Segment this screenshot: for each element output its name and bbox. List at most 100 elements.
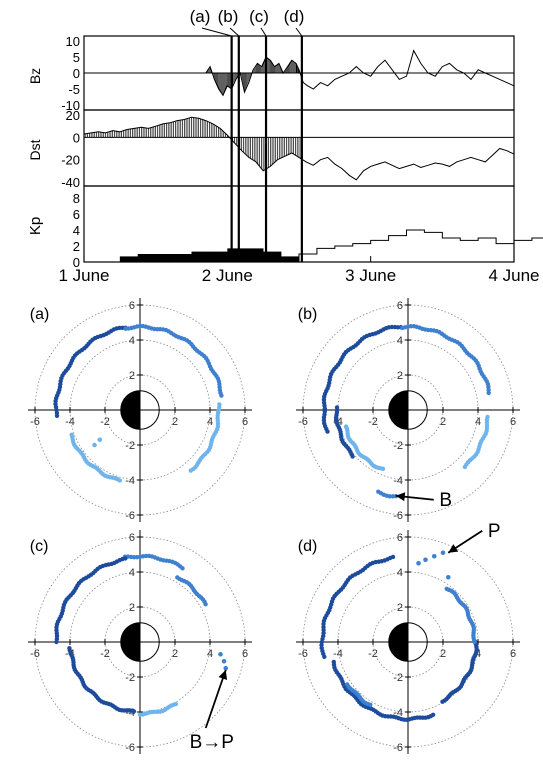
arc-point bbox=[350, 454, 355, 459]
dst-tick-label: 20 bbox=[66, 108, 80, 123]
kp-bar bbox=[227, 248, 246, 262]
y-tick-label: 4 bbox=[129, 567, 135, 579]
y-tick-label: -4 bbox=[125, 475, 135, 487]
annotation-arrow-head bbox=[395, 492, 406, 502]
dst-axis-label: Dst bbox=[27, 139, 43, 160]
bz-series bbox=[84, 49, 515, 97]
event-marker-label: (b) bbox=[218, 7, 239, 26]
y-tick-label: 4 bbox=[397, 567, 403, 579]
date-tick-label: 1 June bbox=[58, 266, 109, 285]
x-tick-label: -2 bbox=[100, 648, 110, 660]
kp-tick-label: 2 bbox=[73, 239, 80, 254]
y-tick-label: 2 bbox=[129, 602, 135, 614]
x-tick-label: 4 bbox=[475, 416, 481, 428]
plasmapause-arc bbox=[333, 405, 355, 459]
bz-tick-label: 10 bbox=[66, 34, 80, 49]
arc-point bbox=[325, 429, 330, 434]
scatter-point bbox=[223, 665, 229, 671]
scatter-point bbox=[423, 557, 428, 563]
y-tick-label: -2 bbox=[125, 440, 135, 452]
scatter-point bbox=[97, 437, 103, 443]
arc-point bbox=[485, 414, 490, 420]
scatter-point bbox=[92, 442, 97, 448]
plasmapause-arc bbox=[69, 432, 123, 483]
kp-bar bbox=[119, 256, 139, 262]
x-tick-label: -6 bbox=[298, 648, 308, 660]
kp-tick-label: 0 bbox=[73, 255, 80, 270]
plasmapause-arc bbox=[123, 323, 224, 398]
plasmapause-arc bbox=[462, 414, 490, 470]
event-marker-leader bbox=[229, 27, 240, 37]
arc-point bbox=[430, 712, 436, 717]
event-marker-label: (d) bbox=[284, 7, 305, 26]
event-marker-leader bbox=[295, 27, 303, 37]
kp-bar bbox=[245, 248, 264, 262]
scatter-point bbox=[218, 651, 223, 657]
arc-point bbox=[217, 402, 222, 407]
bz-tick-label: 0 bbox=[73, 66, 80, 81]
event-markers: (a) (b) (c) (d) bbox=[190, 7, 305, 262]
y-tick-label: -6 bbox=[393, 510, 403, 522]
arc-point bbox=[173, 701, 178, 707]
y-tick-label: -4 bbox=[393, 475, 403, 487]
scatter-point bbox=[221, 658, 227, 664]
plasmapause-arc bbox=[137, 701, 178, 717]
annotation-arrow-line bbox=[204, 669, 227, 729]
bz-tick-label: -10 bbox=[61, 98, 80, 113]
date-tick-label: 2 June bbox=[202, 266, 253, 285]
y-tick-label: -6 bbox=[125, 510, 135, 522]
x-tick-label: -2 bbox=[368, 648, 378, 660]
plasmapause-arc bbox=[175, 575, 208, 607]
arc-point bbox=[54, 639, 59, 645]
annotation-arrow-head bbox=[218, 670, 228, 680]
event-marker-label: (a) bbox=[190, 7, 211, 26]
kp-bars bbox=[119, 229, 543, 262]
arc-point bbox=[368, 702, 373, 707]
plasmapause-arc bbox=[444, 586, 477, 645]
x-tick-label: -6 bbox=[30, 416, 40, 428]
kp-tick-label: 8 bbox=[73, 191, 80, 206]
y-tick-label: 4 bbox=[397, 335, 403, 347]
y-tick-label: 2 bbox=[397, 602, 403, 614]
y-tick-label: -2 bbox=[125, 672, 135, 684]
date-tick-label: 3 June bbox=[345, 266, 396, 285]
kp-bar bbox=[281, 256, 300, 262]
y-tick-label: -4 bbox=[393, 707, 403, 719]
x-tick-label: 6 bbox=[510, 416, 516, 428]
plasmapause-arc bbox=[343, 424, 386, 471]
arc-point bbox=[123, 326, 128, 331]
arc-point bbox=[380, 466, 386, 471]
x-tick-label: 2 bbox=[440, 648, 446, 660]
arc-point bbox=[117, 478, 123, 483]
scatter-point bbox=[440, 550, 446, 556]
polar-map: -6 -4 -2 2 4 6 6 4 2 -2 -4 -6 (d) P bbox=[296, 521, 520, 754]
polar-map-label: (b) bbox=[298, 306, 318, 323]
event-marker-leader bbox=[260, 27, 267, 37]
bz-axis-label: Bz bbox=[27, 68, 43, 84]
kp-bar bbox=[137, 254, 156, 262]
polar-map-label: (a) bbox=[30, 306, 50, 323]
scatter-point bbox=[416, 560, 421, 566]
y-tick-label: 6 bbox=[129, 532, 135, 544]
y-tick-label: -4 bbox=[125, 707, 135, 719]
dst-tick-labels: 20 0 -20 -40 bbox=[61, 108, 80, 190]
x-tick-label: -6 bbox=[30, 648, 40, 660]
arc-point bbox=[131, 709, 137, 714]
plasmapause-arc bbox=[319, 554, 396, 659]
kp-bar bbox=[155, 254, 174, 262]
annotation-arrow-head bbox=[448, 544, 459, 553]
kp-bar bbox=[173, 254, 192, 262]
dst-tick-label: -40 bbox=[61, 175, 80, 190]
arc-point bbox=[400, 325, 405, 331]
bz-line bbox=[205, 49, 515, 97]
x-tick-label: 2 bbox=[440, 416, 446, 428]
x-tick-label: -2 bbox=[368, 416, 378, 428]
polar-map-label: (d) bbox=[298, 538, 318, 555]
event-marker-leader bbox=[201, 27, 232, 37]
y-tick-label: -6 bbox=[125, 742, 135, 754]
